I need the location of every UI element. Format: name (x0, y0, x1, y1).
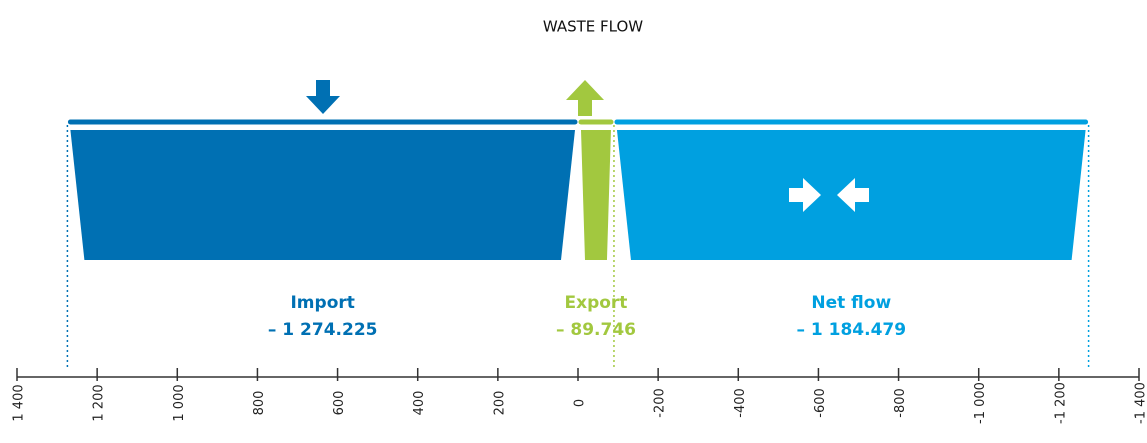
x-tick-label: -600 (813, 388, 828, 418)
chart-title: WASTE FLOW (543, 18, 643, 36)
x-tick-label: -400 (733, 388, 748, 418)
x-tick-label: -1 000 (973, 382, 988, 424)
export-arrow (566, 80, 604, 116)
net-arrow-in (837, 178, 869, 212)
x-tick-label: 0 (573, 399, 588, 407)
series-name: Import (290, 293, 354, 313)
import-arrow (306, 80, 340, 114)
bars: Import – 1 274.225 Export – 89.746 Net flow –… (66, 119, 1090, 368)
x-tick-label: -1 400 (1134, 382, 1147, 424)
bar (70, 130, 575, 260)
axis: 1 400 1 200 1 000 800 600 400 200 0 -200 -400 -600… (12, 368, 1147, 424)
series-name: Export (565, 293, 628, 313)
bar (581, 130, 611, 260)
value-label: – 1 274.225 (268, 320, 378, 340)
x-tick-label: 1 000 (172, 384, 187, 421)
value-label: – 1 184.479 (796, 320, 906, 340)
x-tick-label: 400 (412, 391, 427, 416)
x-tick-label: 600 (332, 391, 347, 416)
x-tick-label: 1 400 (12, 384, 27, 421)
x-tick-label: 200 (492, 391, 507, 416)
x-tick-label: 1 200 (92, 384, 107, 421)
net-arrow-in (789, 178, 821, 212)
x-tick-label: 800 (252, 391, 267, 416)
value-label: – 89.746 (556, 320, 636, 340)
x-tick-label: -1 200 (1053, 382, 1068, 424)
x-tick-label: -800 (893, 388, 908, 418)
series-name: Net flow (811, 293, 891, 313)
x-tick-label: -200 (653, 388, 668, 418)
